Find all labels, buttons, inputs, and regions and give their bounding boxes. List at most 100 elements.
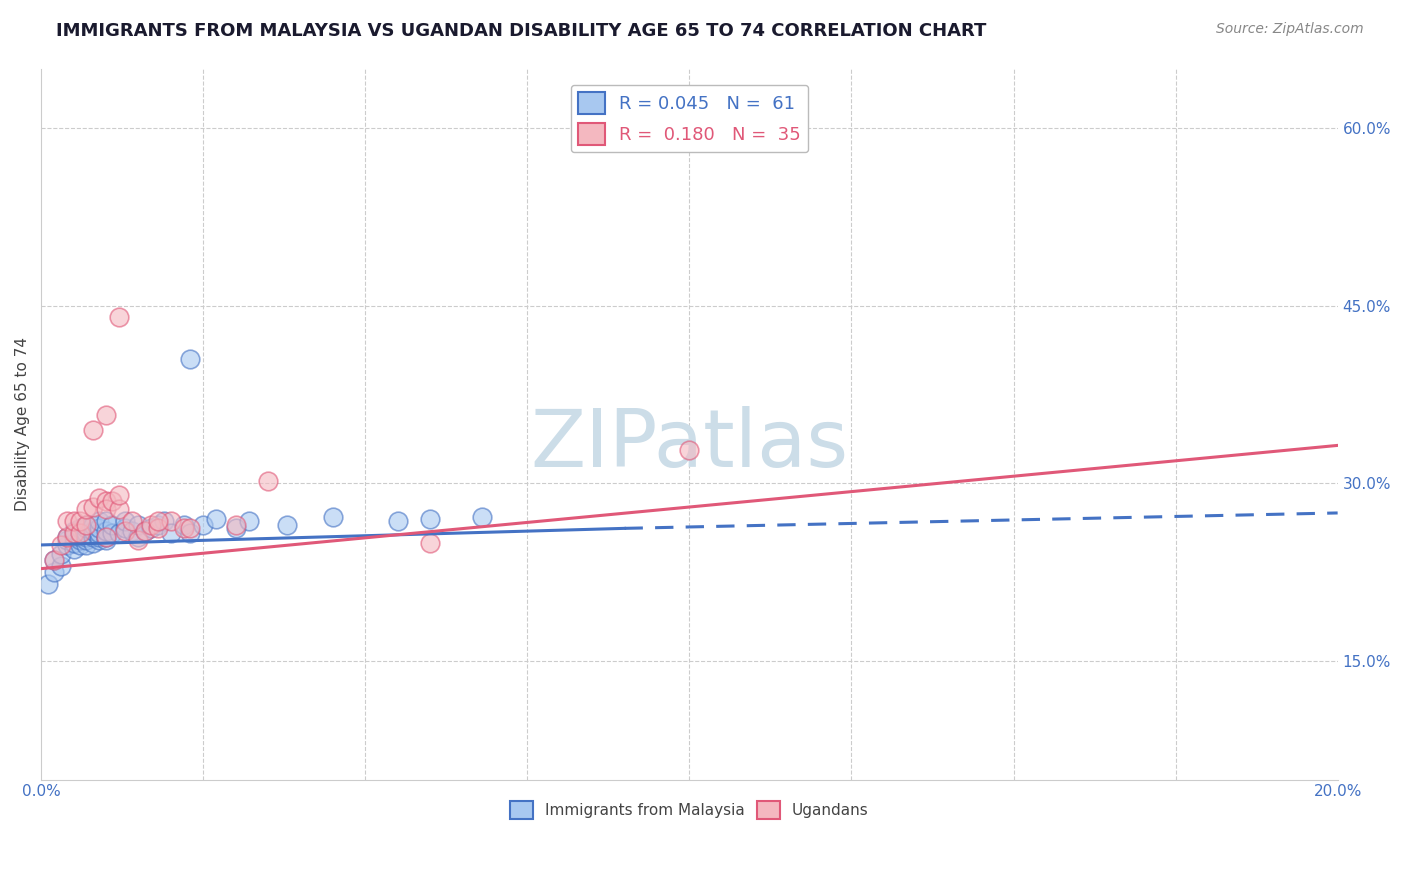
- Point: [62, 524, 84, 538]
- Point: [42, 565, 65, 579]
- Point: [276, 517, 298, 532]
- Point: [82, 500, 104, 514]
- Y-axis label: Disability Age 65 to 74: Disability Age 65 to 74: [15, 337, 30, 511]
- Point: [76, 526, 98, 541]
- Point: [225, 521, 247, 535]
- Point: [173, 521, 195, 535]
- Point: [76, 538, 98, 552]
- Point: [121, 524, 143, 538]
- Point: [94, 514, 117, 528]
- Point: [146, 517, 169, 532]
- Point: [153, 514, 176, 528]
- Point: [76, 530, 98, 544]
- Point: [179, 351, 201, 366]
- Point: [108, 310, 131, 325]
- Point: [56, 533, 79, 548]
- Point: [127, 517, 149, 532]
- Point: [49, 559, 72, 574]
- Point: [114, 521, 136, 535]
- Point: [146, 521, 169, 535]
- Point: [62, 530, 84, 544]
- Point: [94, 524, 117, 538]
- Point: [69, 538, 91, 552]
- Point: [419, 535, 441, 549]
- Point: [121, 514, 143, 528]
- Point: [94, 530, 117, 544]
- Text: Source: ZipAtlas.com: Source: ZipAtlas.com: [1216, 22, 1364, 37]
- Point: [76, 521, 98, 535]
- Point: [69, 526, 91, 541]
- Point: [108, 526, 131, 541]
- Point: [94, 530, 117, 544]
- Point: [42, 553, 65, 567]
- Point: [37, 577, 59, 591]
- Point: [141, 517, 163, 532]
- Point: [69, 533, 91, 548]
- Point: [94, 502, 117, 516]
- Point: [56, 530, 79, 544]
- Point: [108, 488, 131, 502]
- Point: [49, 548, 72, 562]
- Point: [419, 512, 441, 526]
- Point: [387, 514, 409, 528]
- Point: [69, 514, 91, 528]
- Point: [69, 526, 91, 541]
- Point: [134, 524, 156, 538]
- Point: [89, 514, 111, 528]
- Point: [179, 526, 201, 541]
- Point: [322, 509, 344, 524]
- Point: [108, 502, 131, 516]
- Point: [134, 524, 156, 538]
- Point: [94, 408, 117, 422]
- Point: [225, 517, 247, 532]
- Point: [62, 526, 84, 541]
- Point: [127, 533, 149, 548]
- Point: [49, 538, 72, 552]
- Point: [114, 524, 136, 538]
- Point: [76, 533, 98, 548]
- Point: [179, 521, 201, 535]
- Point: [76, 502, 98, 516]
- Point: [89, 526, 111, 541]
- Point: [89, 521, 111, 535]
- Point: [89, 533, 111, 548]
- Point: [42, 553, 65, 567]
- Point: [173, 517, 195, 532]
- Point: [257, 474, 280, 488]
- Point: [82, 535, 104, 549]
- Point: [69, 521, 91, 535]
- Point: [94, 494, 117, 508]
- Point: [76, 517, 98, 532]
- Point: [238, 514, 260, 528]
- Point: [678, 443, 700, 458]
- Point: [82, 530, 104, 544]
- Point: [101, 494, 124, 508]
- Point: [205, 512, 228, 526]
- Point: [114, 514, 136, 528]
- Point: [89, 530, 111, 544]
- Point: [141, 521, 163, 535]
- Point: [101, 517, 124, 532]
- Point: [89, 491, 111, 505]
- Point: [127, 530, 149, 544]
- Point: [76, 517, 98, 532]
- Point: [62, 514, 84, 528]
- Point: [56, 538, 79, 552]
- Point: [62, 541, 84, 556]
- Point: [56, 530, 79, 544]
- Point: [193, 517, 215, 532]
- Point: [94, 533, 117, 548]
- Point: [159, 526, 181, 541]
- Point: [82, 517, 104, 532]
- Point: [146, 514, 169, 528]
- Legend: Immigrants from Malaysia, Ugandans: Immigrants from Malaysia, Ugandans: [503, 795, 875, 825]
- Point: [471, 509, 494, 524]
- Point: [56, 514, 79, 528]
- Point: [62, 535, 84, 549]
- Point: [82, 423, 104, 437]
- Point: [82, 524, 104, 538]
- Point: [69, 530, 91, 544]
- Point: [159, 514, 181, 528]
- Text: IMMIGRANTS FROM MALAYSIA VS UGANDAN DISABILITY AGE 65 TO 74 CORRELATION CHART: IMMIGRANTS FROM MALAYSIA VS UGANDAN DISA…: [56, 22, 987, 40]
- Text: ZIPatlas: ZIPatlas: [530, 407, 848, 484]
